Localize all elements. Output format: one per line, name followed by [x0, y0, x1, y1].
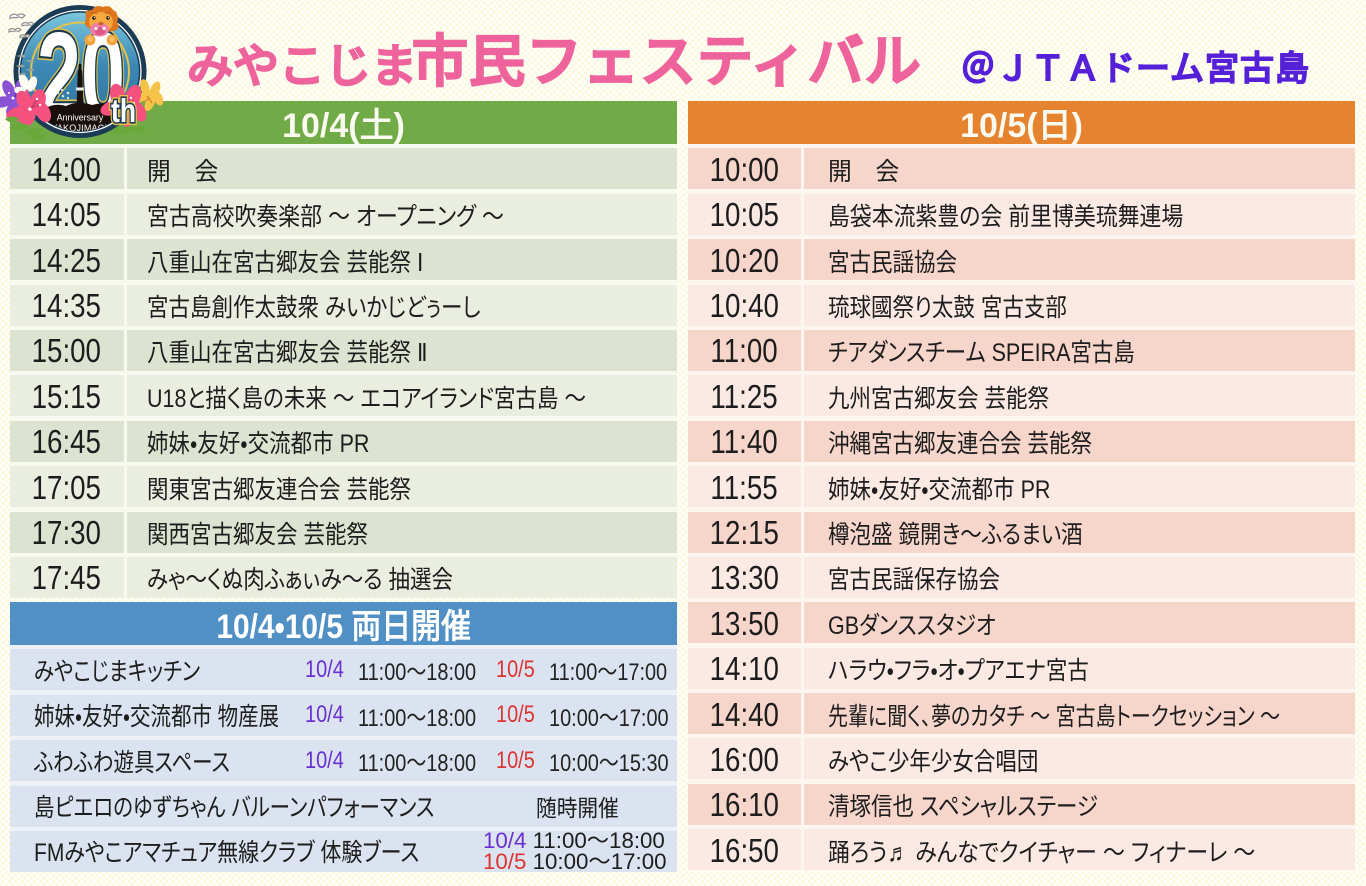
- svg-text:Anniversary: Anniversary: [57, 113, 104, 123]
- svg-text:th: th: [111, 92, 136, 129]
- svg-text:MIYAKOJIMACITY: MIYAKOJIMACITY: [41, 123, 119, 133]
- svg-text:th: th: [111, 92, 136, 129]
